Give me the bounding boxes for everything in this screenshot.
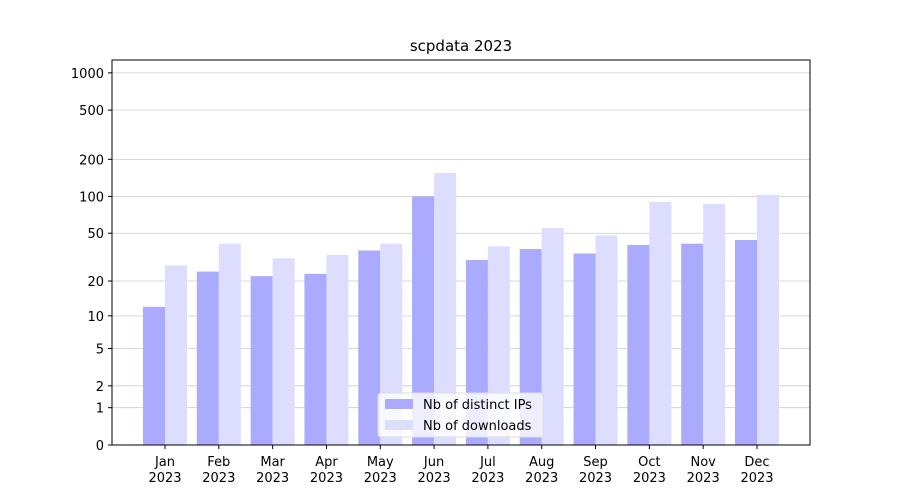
y-tick-label: 500 [79, 104, 104, 119]
y-tick-label: 1000 [71, 67, 104, 82]
x-tick-label-line: Aug [529, 455, 554, 470]
legend-box [377, 392, 544, 438]
x-tick-label: May 2023 [364, 455, 397, 486]
x-tick-label-line: 2023 [633, 471, 666, 486]
x-tick-label-line: Oct [638, 455, 660, 470]
bar [681, 243, 704, 445]
chart-title: scpdata 2023 [410, 37, 512, 55]
x-tick-label: Nov 2023 [687, 455, 720, 486]
x-tick-label-line: 2023 [202, 471, 235, 486]
legend-swatch [385, 420, 413, 430]
x-tick-label-line: Jun [423, 455, 444, 470]
bar [272, 258, 295, 445]
x-tick-label-line: 2023 [471, 471, 504, 486]
y-tick-label: 50 [87, 227, 104, 242]
y-tick-label: 0 [96, 439, 104, 454]
x-tick-label-line: 2023 [525, 471, 558, 486]
x-tick-label-line: 2023 [148, 471, 181, 486]
x-tick-label-line: Feb [207, 455, 230, 470]
x-tick-label-line: 2023 [687, 471, 720, 486]
x-tick-label-line: 2023 [310, 471, 343, 486]
y-tick-label: 2 [96, 380, 104, 395]
bar [703, 203, 726, 445]
y-tick-label: 5 [96, 342, 104, 357]
legend-label: Nb of downloads [423, 419, 532, 434]
y-tick-label: 1 [96, 402, 104, 417]
x-tick-label-line: 2023 [418, 471, 451, 486]
bar [412, 196, 435, 445]
x-tick-label: Mar 2023 [256, 455, 289, 486]
x-tick-label: Sep 2023 [579, 455, 612, 486]
x-tick-label-line: Nov [690, 455, 716, 470]
x-tick-label-line: Jul [479, 455, 496, 470]
x-tick-label-line: May [367, 455, 394, 470]
bar [649, 202, 672, 445]
bar [326, 255, 349, 445]
bar [250, 276, 273, 445]
x-tick-label-line: 2023 [364, 471, 397, 486]
y-tick-label: 100 [79, 190, 104, 205]
bar [218, 243, 241, 445]
bar [757, 194, 779, 445]
plot-frame [111, 59, 811, 446]
x-tick-label-line: 2023 [740, 471, 773, 486]
x-tick-label: Dec 2023 [740, 455, 773, 486]
x-tick-label: Jan 2023 [148, 455, 181, 486]
x-tick-label: Jun 2023 [418, 455, 451, 486]
legend-swatch [385, 399, 413, 409]
x-tick-label-line: 2023 [256, 471, 289, 486]
y-tick-label: 20 [87, 275, 104, 290]
x-tick-label-line: Sep [583, 455, 608, 470]
x-tick-label: Jul 2023 [471, 455, 504, 486]
x-tick-label-line: Dec [744, 455, 769, 470]
y-tick-label: 10 [87, 310, 104, 325]
x-tick-label-line: Jan [154, 455, 175, 470]
x-tick-label-line: Apr [315, 455, 338, 470]
bar [434, 172, 457, 445]
x-tick-label-line: Mar [260, 455, 285, 470]
legend-label: Nb of distinct IPs [423, 398, 532, 413]
bar [541, 228, 564, 445]
y-tick-label: 200 [79, 153, 104, 168]
bar [358, 250, 381, 445]
bar [595, 235, 618, 445]
x-tick-label: Aug 2023 [525, 455, 558, 486]
bar [627, 244, 650, 445]
bar [196, 271, 219, 445]
bar [165, 265, 187, 445]
bar [735, 239, 757, 445]
bar [143, 306, 165, 445]
x-tick-label-line: 2023 [579, 471, 612, 486]
x-tick-label: Apr 2023 [310, 455, 343, 486]
x-tick-label: Oct 2023 [633, 455, 666, 486]
bar [573, 253, 596, 445]
bar [304, 273, 327, 445]
x-tick-label: Feb 2023 [202, 455, 235, 486]
